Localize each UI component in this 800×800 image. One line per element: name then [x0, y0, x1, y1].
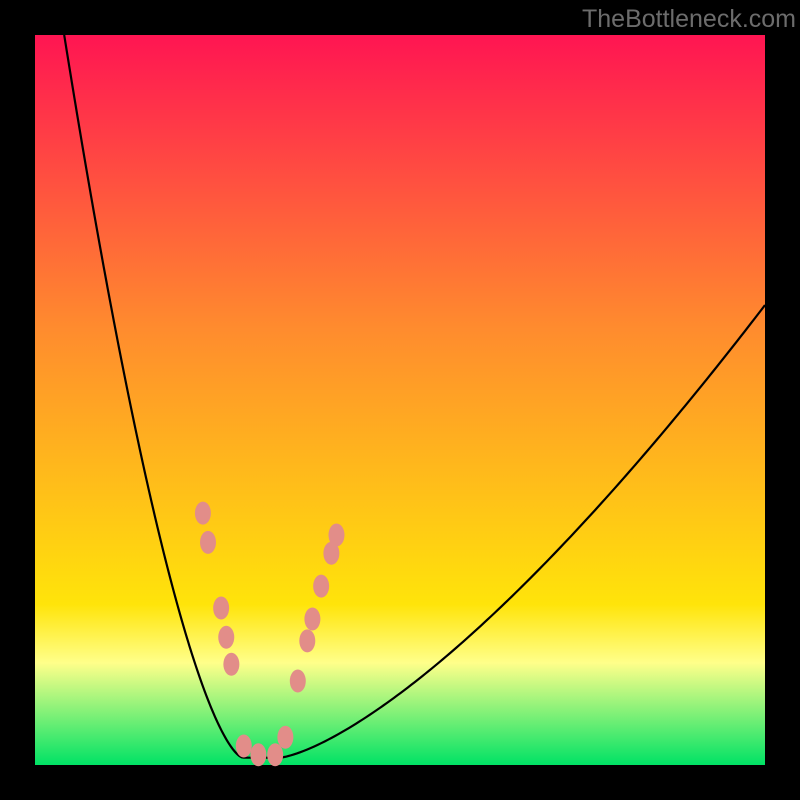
marker-right-2 — [304, 608, 320, 631]
marker-floor-1 — [250, 743, 266, 766]
marker-left-4 — [223, 653, 239, 676]
plot-background — [35, 35, 765, 765]
marker-left-0 — [195, 502, 211, 525]
marker-left-3 — [218, 626, 234, 649]
watermark-text: TheBottleneck.com — [582, 5, 796, 34]
plot-svg — [0, 0, 800, 800]
marker-right-1 — [299, 629, 315, 652]
marker-floor-3 — [277, 726, 293, 749]
marker-left-2 — [213, 597, 229, 620]
stage: TheBottleneck.com — [0, 0, 800, 800]
marker-floor-0 — [236, 735, 252, 758]
marker-floor-2 — [267, 743, 283, 766]
marker-right-3 — [313, 575, 329, 598]
marker-right-0 — [290, 670, 306, 693]
marker-left-1 — [200, 531, 216, 554]
marker-right-5 — [328, 524, 344, 547]
